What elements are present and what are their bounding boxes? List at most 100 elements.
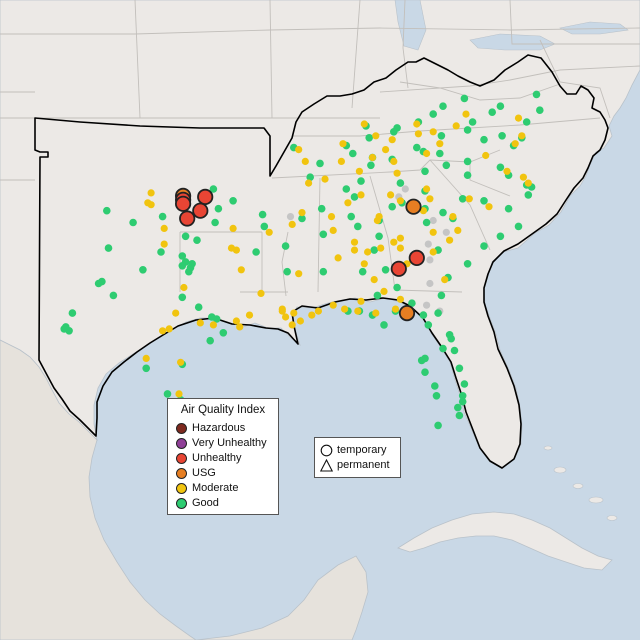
monitor-marker-good xyxy=(488,108,497,116)
monitor-marker-good xyxy=(396,179,405,187)
monitor-marker-moderate xyxy=(305,179,313,187)
monitor-marker-usg xyxy=(405,198,422,215)
monitor-marker-good xyxy=(104,244,113,252)
monitor-marker-unhealthy xyxy=(390,260,407,277)
monitor-marker-unhealthy xyxy=(175,195,192,212)
monitor-marker-moderate xyxy=(147,201,155,209)
monitor-marker-moderate xyxy=(372,132,380,140)
monitor-marker-good xyxy=(94,279,103,288)
monitor-marker-moderate xyxy=(172,309,180,317)
unhealthy-circle-icon xyxy=(176,452,187,464)
monitor-marker-good xyxy=(142,364,150,373)
monitor-marker-unhealthy xyxy=(192,202,209,219)
monitor-marker-good xyxy=(370,246,379,254)
monitor-marker-good xyxy=(298,214,306,223)
monitor-marker-good xyxy=(209,185,218,193)
monitor-marker-moderate xyxy=(391,305,400,313)
monitor-marker-good xyxy=(460,380,469,388)
monitor-marker-nodata xyxy=(401,185,409,193)
monitor-marker-good xyxy=(258,210,267,219)
monitor-marker-good xyxy=(393,283,401,292)
monitor-marker-good xyxy=(431,382,439,390)
monitor-marker-moderate xyxy=(360,120,368,128)
monitor-marker-moderate xyxy=(165,325,173,333)
monitor-marker-moderate xyxy=(429,228,437,236)
monitor-marker-moderate xyxy=(245,311,254,319)
circle-icon xyxy=(320,444,333,456)
monitor-marker-moderate xyxy=(396,244,404,252)
monitor-marker-moderate xyxy=(452,122,460,130)
monitor-marker-good xyxy=(432,392,441,400)
monitor-marker-good xyxy=(103,206,111,215)
monitor-marker-moderate xyxy=(229,224,237,232)
monitor-marker-nodata xyxy=(426,279,434,288)
site-type-legend: temporary permanent xyxy=(314,437,401,478)
monitor-marker-moderate xyxy=(423,185,431,193)
monitor-marker-moderate xyxy=(423,149,431,158)
monitor-marker-moderate xyxy=(298,209,306,217)
monitor-marker-good xyxy=(139,266,147,274)
monitor-marker-good xyxy=(454,403,462,412)
triangle-icon xyxy=(320,458,333,472)
monitor-marker-moderate xyxy=(334,254,342,262)
monitor-marker-good xyxy=(439,208,447,217)
aqi-legend-label: Very Unhealthy xyxy=(192,437,267,449)
monitor-marker-moderate xyxy=(414,130,422,138)
monitor-marker-good xyxy=(283,267,292,276)
monitor-marker-good xyxy=(496,163,505,172)
monitor-marker-moderate xyxy=(465,195,473,203)
aqi-legend: Air Quality Index Hazardous Very Unhealt… xyxy=(167,398,279,515)
monitor-marker-moderate xyxy=(441,276,449,284)
monitor-marker-good xyxy=(419,311,428,319)
monitor-marker-moderate xyxy=(426,195,434,203)
hazardous-circle-icon xyxy=(176,422,187,434)
monitor-marker-good xyxy=(463,157,472,166)
monitor-marker-good xyxy=(357,177,365,185)
monitor-marker-good xyxy=(450,346,459,355)
aqi-legend-item-hazardous: Hazardous xyxy=(176,421,245,435)
monitor-marker-good xyxy=(316,159,324,168)
monitor-marker-good xyxy=(439,344,447,353)
monitor-marker-moderate xyxy=(232,246,240,254)
monitor-marker-good xyxy=(463,171,472,179)
monitor-marker-moderate xyxy=(396,197,404,205)
monitor-marker-good xyxy=(417,356,426,365)
monitor-marker-good xyxy=(458,397,467,406)
monitor-marker-moderate xyxy=(180,283,188,292)
cuba-landmass xyxy=(397,511,613,571)
monitor-marker-nodata xyxy=(424,240,432,248)
monitor-marker-moderate xyxy=(485,203,493,211)
monitor-marker-good xyxy=(60,325,68,333)
monitor-marker-moderate xyxy=(387,191,395,199)
region-outline xyxy=(34,54,609,469)
monitor-marker-good xyxy=(206,336,214,345)
monitor-marker-good xyxy=(188,260,196,268)
monitor-marker-good xyxy=(157,248,165,256)
monitor-marker-good xyxy=(436,149,444,158)
monitor-marker-good xyxy=(342,185,351,193)
monitor-marker-moderate xyxy=(177,358,185,366)
monitor-marker-good xyxy=(496,232,505,241)
monitor-marker-good xyxy=(455,411,464,420)
monitor-marker-moderate xyxy=(524,179,532,187)
monitor-marker-moderate xyxy=(357,191,365,199)
monitor-marker-good xyxy=(522,118,531,126)
monitor-marker-moderate xyxy=(360,260,368,268)
monitor-marker-moderate xyxy=(380,287,388,295)
monitor-marker-moderate xyxy=(429,128,437,136)
monitor-marker-good xyxy=(463,126,472,134)
monitor-marker-good xyxy=(212,315,221,323)
monitor-marker-moderate xyxy=(308,311,316,319)
monitor-marker-moderate xyxy=(196,319,204,327)
mexico-landmass xyxy=(0,339,197,640)
monitor-marker-moderate xyxy=(301,157,309,165)
aqi-legend-label: USG xyxy=(192,467,216,479)
bahamas-islands xyxy=(543,445,618,521)
monitor-marker-good xyxy=(468,118,477,126)
monitor-marker-good xyxy=(178,252,187,260)
monitor-marker-moderate xyxy=(288,321,296,329)
aqi-legend-label: Moderate xyxy=(192,482,239,494)
monitor-marker-nodata xyxy=(286,213,295,221)
monitor-marker-moderate xyxy=(209,321,217,329)
